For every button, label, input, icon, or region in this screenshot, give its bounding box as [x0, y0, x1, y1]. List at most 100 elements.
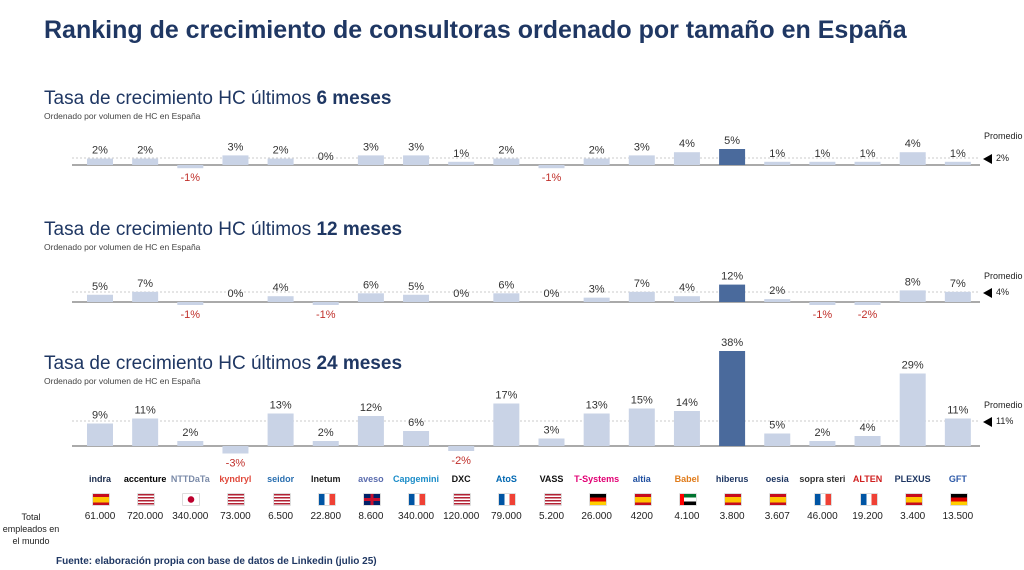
bar-altia: [628, 155, 655, 165]
bar-alten: [854, 302, 881, 305]
logo-indra: indra: [88, 474, 111, 484]
france-flag-icon: [408, 493, 427, 506]
bar-babel: [673, 296, 700, 302]
logo-altia: altia: [632, 474, 651, 484]
spain-flag-icon: [724, 493, 743, 506]
data-label: 12%: [721, 271, 743, 283]
bar-babel: [673, 152, 700, 165]
promedio-label-24m: Promedio: [984, 400, 1023, 410]
bar-ntt-data: [177, 441, 204, 446]
bar-indra: [87, 294, 113, 302]
section-title-12m: Tasa de crecimiento HC últimos 12 meses: [44, 219, 403, 240]
data-label: 2%: [137, 145, 153, 157]
data-label: 3%: [227, 141, 243, 153]
logo-capgemini: Capgemini: [393, 474, 440, 484]
data-label: 7%: [950, 278, 966, 290]
data-label: -3%: [226, 458, 246, 470]
bar-seidor: [267, 158, 294, 165]
germany-flag-icon: [588, 493, 607, 506]
germany-flag-icon: [949, 493, 968, 506]
employees-nttdata: 340.000: [172, 511, 209, 522]
spain-flag-icon: [904, 493, 923, 506]
data-label: -1%: [316, 309, 336, 321]
data-label: -2%: [858, 309, 878, 321]
bar-plexus: [899, 290, 926, 302]
chart-1: 5% 7% -1% 0% 4% -1% 6% 5% 0% 6% 0% 3% 7% 4% 12% 2% -1% -2…: [72, 271, 980, 321]
bar-gft: [944, 161, 971, 165]
france-flag-icon: [317, 493, 336, 506]
data-label: 4%: [679, 282, 695, 294]
employees-hiberus: 3.800: [719, 511, 745, 522]
employees-vass: 5.200: [538, 511, 565, 522]
section-title-24m: Tasa de crecimiento HC últimos 24 meses: [44, 353, 403, 374]
bar-aveso: [357, 416, 384, 446]
logo-oesia: oesia: [765, 474, 789, 484]
data-label: 7%: [634, 278, 650, 290]
bar-seidor: [267, 413, 294, 446]
data-label: 1%: [950, 148, 966, 160]
pointer-left-icon: [983, 287, 992, 298]
bar-dxc: [448, 161, 475, 165]
data-label: 5%: [92, 281, 108, 293]
france-flag-icon: [498, 493, 517, 506]
employees-kyndryl: 73.000: [220, 511, 251, 522]
logo-aveso: aveso: [358, 474, 384, 484]
bar-sopra-steria: [809, 302, 836, 305]
bar-altia: [628, 291, 655, 302]
employees-capgemini: 340.000: [397, 511, 435, 522]
data-label: 4%: [679, 138, 695, 150]
data-label: 0%: [544, 288, 560, 300]
employees-alten: 19.200: [852, 511, 883, 522]
data-label: 5%: [408, 281, 424, 293]
promedio-label-12m: Promedio: [984, 271, 1023, 281]
bar-alten: [854, 436, 881, 446]
logo-accenture: accenture: [123, 474, 167, 484]
data-label: 2%: [182, 427, 198, 439]
spain-flag-icon: [633, 493, 652, 506]
employees-oesia: 3.607: [764, 511, 790, 522]
uae-flag-icon: [678, 493, 697, 506]
employees-t-systems: 26.000: [581, 511, 612, 522]
data-label: 3%: [363, 141, 379, 153]
data-label: 9%: [92, 410, 108, 422]
bar-oesia: [764, 161, 791, 165]
data-label: 1%: [860, 148, 876, 160]
promedio-value-6m: 2%: [983, 153, 1009, 164]
chart-2: 9% 11% 2% -3% 13% 2% 12% 6% -2% 17% 3% 13% 15% 14% 38%…: [72, 337, 980, 470]
bar-sopra-steria: [809, 161, 836, 165]
bar-aveso: [357, 293, 384, 302]
data-label: 7%: [137, 278, 153, 290]
data-label: 29%: [902, 360, 924, 372]
usa-flag-icon: [137, 493, 156, 506]
bar-babel: [673, 411, 700, 446]
data-label: 2%: [814, 427, 830, 439]
bar-accenture: [132, 158, 159, 165]
logo-inetum: Inetum: [310, 474, 341, 484]
promedio-label-6m: Promedio: [984, 131, 1023, 141]
data-label: 5%: [724, 135, 740, 147]
logo-kyndryl: kyndryl: [219, 474, 252, 484]
bar-hiberus: [719, 149, 746, 165]
japan-flag-icon: [182, 493, 201, 506]
employees-aveso: 8.600: [358, 511, 384, 522]
data-label: 2%: [498, 145, 514, 157]
employees-plexus: 3.400: [900, 511, 926, 522]
logo-gft: GFT: [948, 474, 967, 484]
data-label: 6%: [408, 417, 424, 429]
bar-kyndryl: [222, 155, 249, 165]
section-title-6m: Tasa de crecimiento HC últimos 6 meses: [44, 88, 392, 109]
pointer-left-icon: [983, 153, 992, 164]
data-label: 0%: [453, 288, 469, 300]
employees-babel: 4.100: [674, 511, 700, 522]
employees-indra: 61.000: [84, 511, 116, 522]
bar-gft: [944, 291, 971, 302]
data-label: 13%: [586, 400, 608, 412]
data-label: 11%: [947, 405, 968, 417]
data-label: 2%: [589, 145, 605, 157]
employees-seidor: 6.500: [268, 511, 294, 522]
data-label: 3%: [544, 425, 560, 437]
employees-label: Total empleados en el mundo: [2, 512, 60, 546]
bar-kyndryl: [222, 446, 249, 454]
bar-vass: [538, 165, 565, 169]
bar-ntt-data: [177, 165, 204, 169]
